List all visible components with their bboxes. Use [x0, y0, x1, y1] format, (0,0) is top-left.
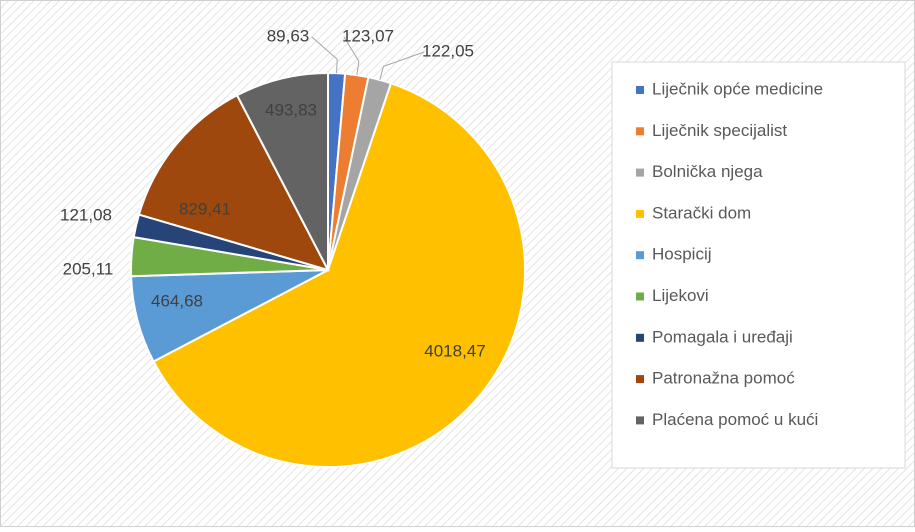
pie-slice — [235, 71, 329, 271]
data-label: 464,68 — [151, 291, 203, 310]
legend-swatch — [636, 168, 644, 177]
legend-swatch — [636, 333, 644, 342]
legend-label: Bolnička njega — [652, 162, 763, 181]
legend-swatch — [636, 375, 644, 384]
legend-label: Patronažna pomoć — [652, 369, 795, 388]
pie — [130, 71, 526, 468]
data-label: 493,83 — [265, 100, 317, 119]
legend: Liječnik opće medicine Liječnik specijali… — [636, 79, 823, 429]
leader-line — [343, 36, 360, 76]
legend-box — [611, 61, 906, 469]
leader-line — [311, 36, 338, 74]
data-label: 205,11 — [63, 259, 114, 278]
legend-label: Pomagala i uređaji — [652, 327, 793, 346]
data-label: 121,08 — [60, 205, 112, 224]
legend-swatch — [636, 292, 644, 301]
data-label: 4018,47 — [424, 341, 485, 360]
data-label: 123,07 — [342, 26, 394, 45]
legend-swatch — [636, 416, 644, 425]
legend-swatch — [636, 127, 644, 136]
pie-slice — [137, 93, 330, 272]
leader-line — [379, 51, 425, 81]
data-label: 122,05 — [422, 41, 474, 60]
legend-swatch — [636, 86, 644, 94]
labels: 89,63 123,07 122,05 4018,47 464,68 205,11 121,… — [60, 26, 486, 360]
legend-label: Liječnik opće medicine — [652, 79, 823, 98]
legend-swatch — [636, 251, 644, 260]
legend-swatch — [636, 209, 644, 218]
data-label: 89,63 — [267, 26, 310, 45]
data-label: 829,41 — [179, 199, 231, 218]
legend-label: Plaćena pomoć u kući — [652, 410, 818, 429]
legend-label: Hospicij — [652, 245, 712, 264]
legend-label: Starački dom — [652, 203, 751, 222]
legend-label: Liječnik specijalist — [652, 121, 787, 140]
legend-label: Lijekovi — [652, 286, 709, 305]
pie-slice — [152, 82, 526, 468]
